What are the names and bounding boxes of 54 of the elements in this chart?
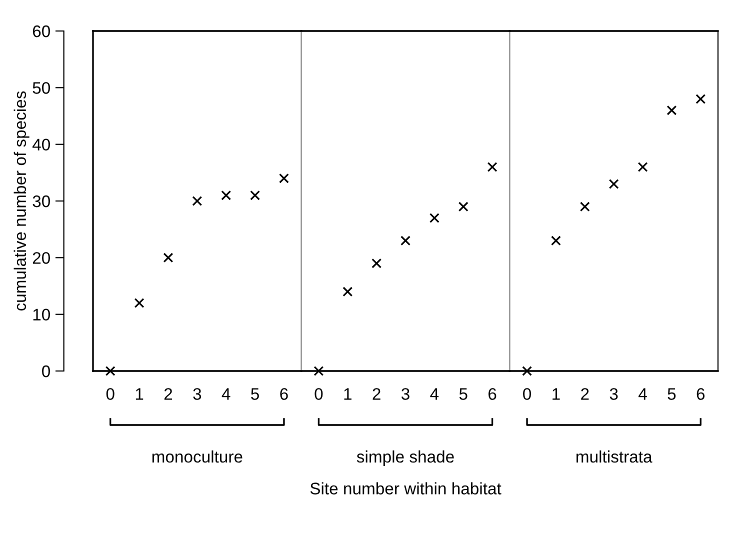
point — [608, 179, 619, 189]
x-tick-label: 3 — [402, 388, 410, 400]
y-tick-label: 50 — [32, 82, 50, 94]
y-tick-label: 0 — [42, 365, 50, 378]
x-tick-label: 4 — [222, 388, 230, 400]
point — [105, 366, 116, 376]
point — [342, 286, 353, 297]
point — [638, 162, 648, 172]
x-tick-label: 3 — [193, 388, 202, 400]
point — [696, 94, 706, 104]
point — [134, 298, 144, 308]
point — [250, 190, 260, 200]
y-tick-label: 20 — [32, 252, 50, 264]
x-tick-label: 1 — [344, 388, 352, 400]
y-tick-label: 30 — [32, 195, 50, 208]
point — [221, 190, 232, 200]
x-tick-label: 2 — [372, 388, 380, 400]
x-tick-label: 1 — [136, 388, 144, 400]
y-tick-label: 60 — [32, 25, 50, 38]
x-tick-label: 4 — [430, 388, 439, 400]
x-tick-label: 3 — [610, 388, 618, 400]
point — [400, 236, 410, 246]
point — [429, 213, 440, 223]
x-tick-label: 5 — [251, 388, 259, 400]
x-tick-label: 2 — [164, 388, 172, 400]
x-tick-label: 5 — [668, 388, 676, 400]
x-tick-label: 0 — [314, 388, 323, 400]
x-tick-label: 2 — [581, 388, 589, 400]
x-axis-title: simple shade — [356, 450, 454, 466]
point — [487, 162, 498, 172]
y-tick-label: 40 — [32, 138, 50, 151]
y-tick-label: 10 — [33, 308, 50, 321]
point — [314, 366, 324, 376]
x-tick-label: 5 — [459, 388, 468, 400]
x-tick-label: 1 — [552, 388, 560, 400]
x-tick-label: 6 — [696, 388, 705, 400]
point — [163, 252, 174, 263]
point — [458, 202, 468, 212]
y-axis-title: cumulative number of species — [14, 91, 30, 311]
x-tick-label: 4 — [638, 388, 647, 400]
x-tick-label: 0 — [106, 388, 114, 400]
point — [550, 236, 561, 246]
x-tick-label: 6 — [280, 388, 288, 400]
point — [522, 366, 532, 376]
point — [666, 105, 677, 116]
point — [580, 202, 590, 212]
x-axis-title: multistrata — [576, 450, 652, 463]
text: Site number within habitat — [310, 482, 502, 494]
point — [278, 173, 289, 184]
x-tick-label: 6 — [488, 388, 496, 400]
x-tick-label: 0 — [523, 388, 532, 400]
point — [372, 258, 382, 268]
x-axis-title: monoculture — [152, 450, 242, 463]
point — [192, 196, 202, 206]
